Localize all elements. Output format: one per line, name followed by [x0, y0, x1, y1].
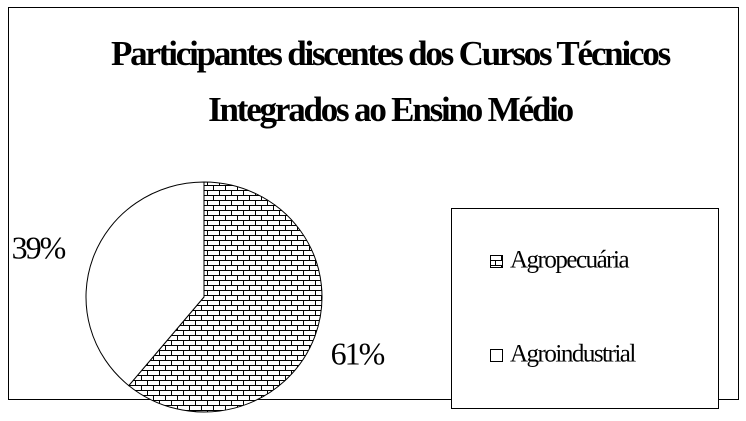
legend-swatch — [490, 349, 503, 362]
legend-label: Agroindustrial — [510, 341, 636, 368]
data-label: 39% — [12, 229, 66, 265]
pie-slice — [128, 181, 323, 413]
data-label: 61% — [331, 335, 385, 371]
legend-label: Agropecuária — [510, 247, 629, 274]
legend-swatch — [490, 255, 503, 268]
chart-border — [8, 7, 739, 400]
pie-slice — [85, 181, 205, 387]
chart-title: Participantes discentes dos Cursos Técni… — [110, 34, 671, 129]
legend-box — [451, 208, 719, 409]
